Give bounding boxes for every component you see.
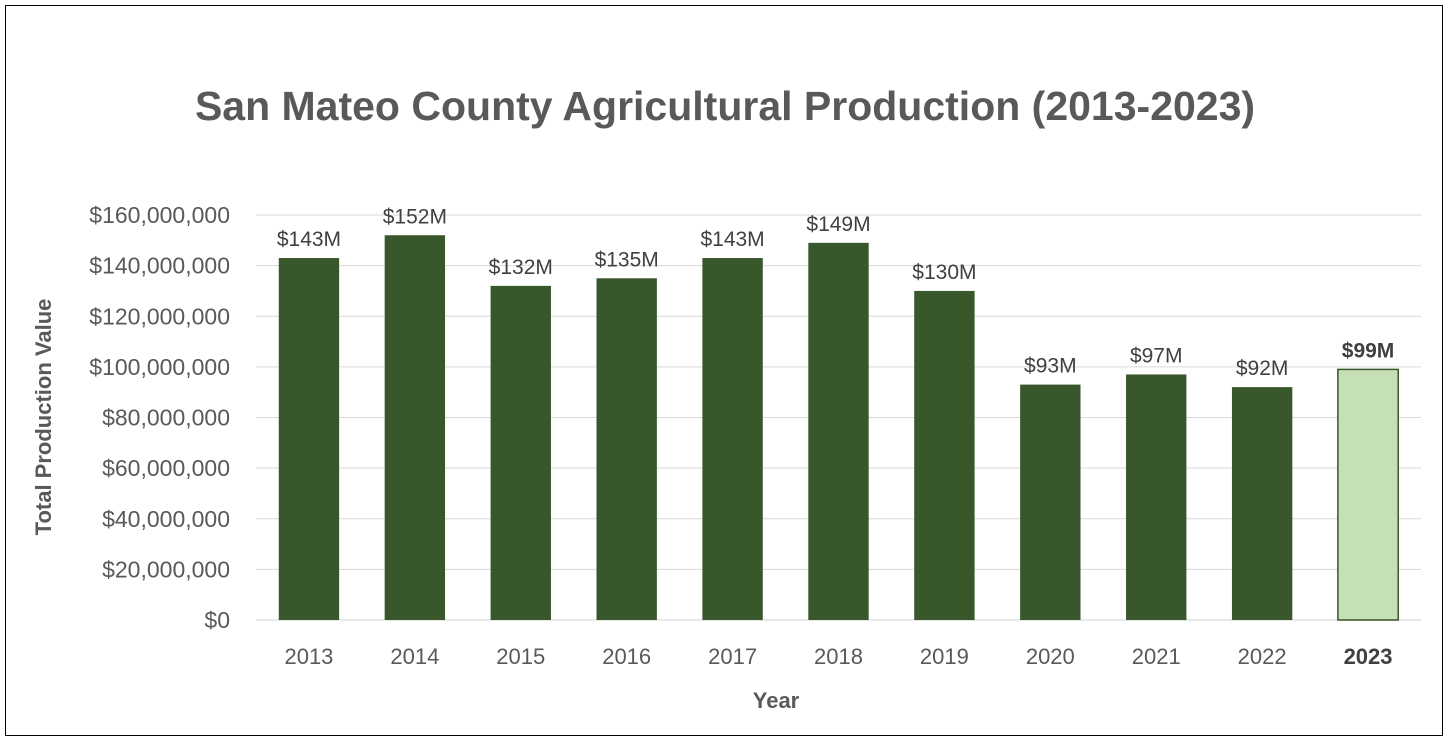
data-labels: $143M $152M $132M $135M $143M $149M $130M $93M $… <box>277 205 1394 380</box>
data-label-2017: $143M <box>700 228 764 251</box>
x-tick-label-2021: 2021 <box>1132 644 1181 669</box>
bar-2022 <box>1231 387 1293 620</box>
y-tick-label: $160,000,000 <box>89 202 230 228</box>
data-label-2022: $92M <box>1236 357 1289 380</box>
data-label-2019: $130M <box>912 261 976 284</box>
bar-2023 <box>1337 368 1399 621</box>
chart-title: San Mateo County Agricultural Production… <box>195 83 1255 129</box>
y-tick-label: $20,000,000 <box>102 556 230 582</box>
data-label-2015: $132M <box>489 256 553 279</box>
x-tick-label-2017: 2017 <box>708 644 757 669</box>
x-tick-label-2019: 2019 <box>920 644 969 669</box>
data-label-2020: $93M <box>1024 355 1077 378</box>
bar-2014 <box>384 235 446 620</box>
bar-2016 <box>596 278 657 620</box>
y-tick-label: $120,000,000 <box>89 303 230 329</box>
data-label-2013: $143M <box>277 228 341 251</box>
x-axis-title: Year <box>753 688 800 713</box>
data-label-2021: $97M <box>1130 344 1183 367</box>
bar-2020 <box>1020 384 1081 620</box>
bar-2017 <box>702 258 763 620</box>
x-tick-label-2020: 2020 <box>1026 644 1075 669</box>
bar-2019 <box>914 290 975 620</box>
x-tick-label-2016: 2016 <box>602 644 651 669</box>
y-tick-label: $80,000,000 <box>102 405 230 431</box>
y-tick-label: $140,000,000 <box>89 253 230 279</box>
y-tick-label: $0 <box>204 607 230 633</box>
x-tick-label-2018: 2018 <box>814 644 863 669</box>
x-tick-label-2022: 2022 <box>1238 644 1287 669</box>
y-tick-label: $100,000,000 <box>89 354 230 380</box>
data-label-2018: $149M <box>806 213 870 236</box>
data-label-2023: $99M <box>1342 339 1395 362</box>
x-tick-label-2013: 2013 <box>284 644 333 669</box>
bar-2015 <box>490 285 551 620</box>
y-axis-title: Total Production Value <box>31 299 56 536</box>
bars <box>278 235 1399 621</box>
data-label-2014: $152M <box>383 205 447 228</box>
data-label-2016: $135M <box>595 248 659 271</box>
bar-2021 <box>1126 374 1187 620</box>
bar-2018 <box>808 242 869 620</box>
y-tick-label: $40,000,000 <box>102 506 230 532</box>
bar-2013 <box>278 258 340 620</box>
y-axis-ticks: $0 $20,000,000 $40,000,000 $60,000,000 $80,0… <box>89 202 230 633</box>
x-tick-label-2014: 2014 <box>390 644 439 669</box>
x-axis-ticks: 2013 2014 2015 2016 2017 2018 2019 2020 2021 2022… <box>284 644 1392 669</box>
y-tick-label: $60,000,000 <box>102 455 230 481</box>
x-tick-label-2015: 2015 <box>496 644 545 669</box>
x-tick-label-2023: 2023 <box>1344 644 1393 669</box>
